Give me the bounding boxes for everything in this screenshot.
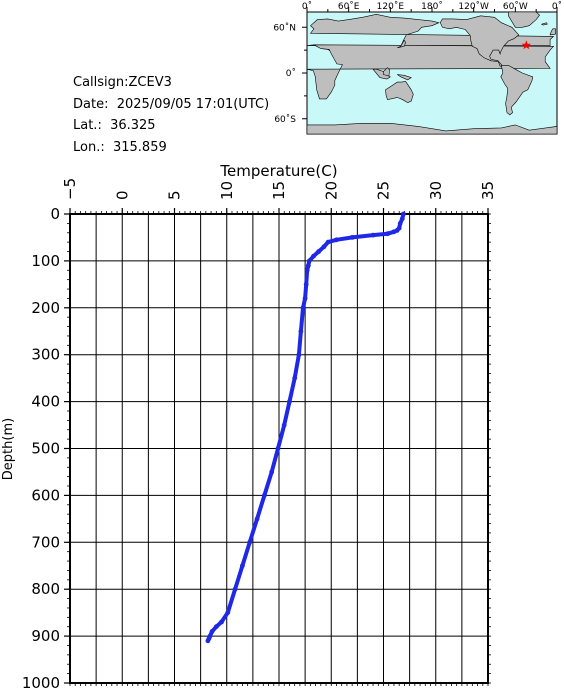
- profile-point: [205, 638, 211, 644]
- map-land: [306, 11, 558, 135]
- x-tick-label: −5: [61, 178, 79, 200]
- map-lon-label: 60˚W: [503, 1, 528, 12]
- profile-point: [399, 216, 405, 222]
- profile-point: [232, 586, 238, 592]
- land-mass: [306, 123, 558, 135]
- x-tick-label: 10: [218, 181, 236, 200]
- profile-point: [292, 375, 298, 381]
- land-mass: [508, 11, 541, 28]
- x-tick-label: 20: [322, 181, 340, 200]
- land-mass: [500, 65, 534, 116]
- y-tick-label: 700: [31, 533, 60, 551]
- y-tick-label: 100: [31, 252, 60, 270]
- map-lon-label: 120˚E: [377, 1, 405, 12]
- profile-point: [303, 282, 309, 287]
- map-lon-labels: 0˚ 60˚E 120˚E 180˚ 120˚W 60˚W 0˚: [302, 1, 562, 12]
- land-mass: [383, 67, 390, 77]
- profile-point: [325, 239, 331, 245]
- x-axis-label: Temperature(C): [219, 162, 337, 180]
- profile-point: [281, 422, 287, 428]
- x-tick-label: 35: [479, 181, 497, 200]
- profile-point: [209, 629, 215, 634]
- y-tick-label: 900: [31, 627, 60, 645]
- profile-point: [240, 563, 245, 569]
- map-lon-label: 0˚: [552, 1, 562, 12]
- profile-point: [296, 352, 302, 358]
- x-tick-label: 25: [375, 181, 393, 200]
- profile-point: [306, 258, 312, 264]
- latitude-text: Lat.: 36.325: [73, 118, 156, 133]
- profile-point: [334, 237, 339, 243]
- map-frame-ticks: [302, 7, 558, 120]
- map-lat-labels: 60˚N 0˚ 60˚S: [273, 22, 296, 125]
- profile-point: [287, 399, 292, 404]
- longitude-text: Lon.: 315.859: [73, 139, 167, 155]
- profile-point: [254, 516, 260, 522]
- profile-point: [349, 235, 355, 240]
- y-tick-label: 200: [31, 299, 60, 317]
- map-lat-label: 0˚: [286, 68, 296, 79]
- map-lon-label: 120˚W: [458, 1, 489, 12]
- profile-point: [302, 296, 308, 301]
- profile-point: [213, 624, 219, 630]
- x-tick-label: 15: [270, 181, 288, 200]
- map-lat-label: 60˚S: [274, 114, 296, 125]
- land-mass: [372, 68, 391, 80]
- profile-point: [385, 231, 391, 237]
- profile-point: [219, 619, 224, 625]
- profile-point: [225, 610, 231, 615]
- x-tick-label: 30: [427, 181, 445, 200]
- land-mass: [397, 39, 406, 49]
- land-mass: [306, 44, 555, 100]
- y-tick-label: 500: [31, 440, 60, 458]
- map-lon-label: 180˚: [421, 1, 443, 12]
- land-mass: [397, 74, 412, 81]
- y-axis-label: Depth(m): [1, 418, 16, 480]
- station-star: [521, 40, 532, 50]
- profile-point: [391, 229, 397, 235]
- profile-point: [275, 446, 281, 451]
- profile-point: [397, 221, 403, 226]
- x-tick-label: 5: [166, 190, 184, 200]
- plot-frame: [69, 213, 489, 684]
- profile-point: [298, 328, 304, 334]
- station-info: Callsign:ZCEV3 Date: 2025/09/05 17:01(UT…: [73, 72, 269, 158]
- profile-point: [247, 539, 253, 545]
- profile-point: [300, 305, 306, 311]
- temperature-profile: [205, 211, 406, 644]
- y-tick-label: 600: [31, 486, 60, 504]
- y-tick-label: 1000: [22, 674, 60, 690]
- profile-point: [304, 267, 310, 273]
- y-tick-label: 300: [31, 346, 60, 364]
- profile-point: [311, 253, 316, 259]
- land-mass: [540, 22, 548, 26]
- y-tick-label: 800: [31, 580, 60, 598]
- y-tick-labels: 0 100 200 300 400 500 600 700 800 900 1000: [22, 205, 60, 690]
- profile-point: [321, 244, 327, 250]
- map-lat-label: 60˚N: [273, 22, 296, 33]
- profile-point: [401, 211, 406, 217]
- land-mass: [549, 28, 556, 36]
- land-mass: [385, 81, 414, 104]
- profile-point: [262, 493, 267, 498]
- date-text: Date: 2025/09/05 17:01(UTC): [73, 96, 270, 112]
- profile-line: [205, 212, 406, 643]
- map-lon-label: 0˚: [302, 1, 312, 12]
- profile-point: [370, 232, 376, 238]
- station-star-marker: [521, 40, 532, 50]
- y-tick-label: 0: [50, 205, 60, 223]
- profile-point: [316, 249, 322, 254]
- y-tick-label: 400: [31, 393, 60, 411]
- map-lon-label: 60˚E: [338, 1, 360, 12]
- land-mass: [439, 15, 520, 68]
- profile-point: [269, 469, 275, 475]
- callsign-text: Callsign:ZCEV3: [73, 75, 172, 90]
- x-tick-label: 0: [113, 190, 131, 200]
- profile-point: [305, 263, 311, 268]
- x-tick-labels: −5 0 5 10 15 20 25 30 35: [61, 178, 497, 200]
